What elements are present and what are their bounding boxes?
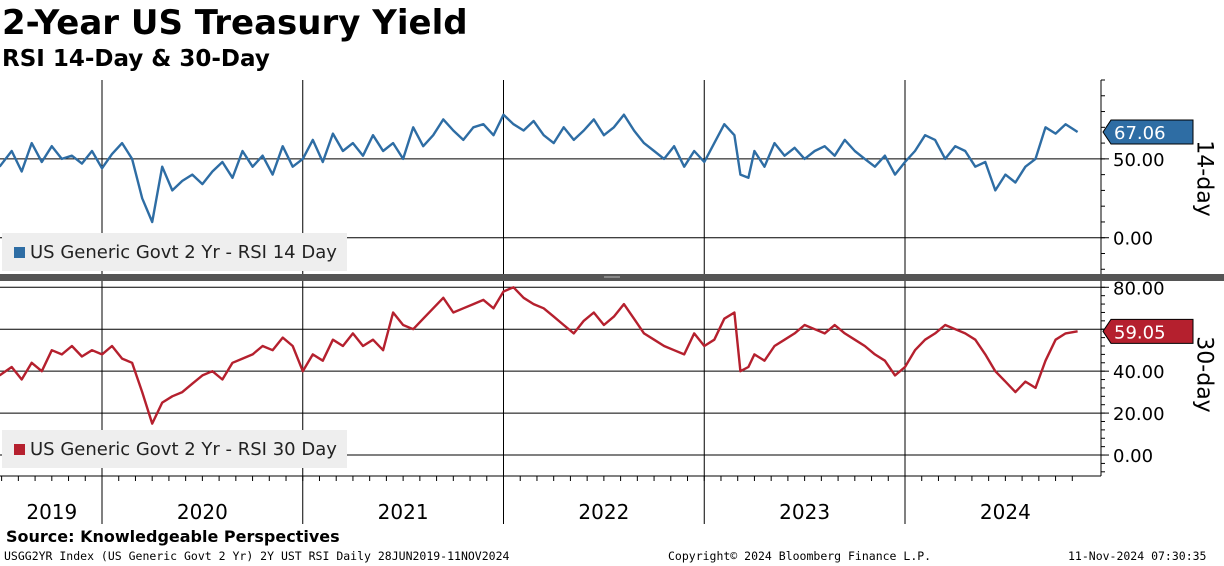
x-tick-label-2023: 2023 bbox=[779, 500, 830, 524]
y-tick-label-1-4: 80.00 bbox=[1113, 278, 1165, 299]
x-tick-label-2020: 2020 bbox=[177, 500, 228, 524]
last-value-label-1: 59.05 bbox=[1114, 322, 1166, 343]
series-line-rsi-30 bbox=[0, 286, 1078, 425]
y-tick-label-1-1: 20.00 bbox=[1113, 404, 1165, 425]
footer-timestamp: 11-Nov-2024 07:30:35 bbox=[1068, 549, 1207, 563]
chart-title: 2-Year US Treasury Yield bbox=[2, 3, 468, 43]
footer-index-info: USGG2YR Index (US Generic Govt 2 Yr) 2Y … bbox=[4, 549, 510, 563]
legend-rsi-30: US Generic Govt 2 Yr - RSI 30 Day bbox=[2, 430, 347, 468]
legend-swatch-rsi-30 bbox=[14, 443, 25, 455]
panel-label-30-day: 30-day bbox=[1191, 336, 1217, 413]
y-tick-label-1-0: 0.00 bbox=[1113, 446, 1153, 467]
legend-label-rsi-14: US Generic Govt 2 Yr - RSI 14 Day bbox=[30, 241, 337, 263]
chart-subtitle: RSI 14-Day & 30-Day bbox=[2, 46, 270, 72]
legend-label-rsi-30: US Generic Govt 2 Yr - RSI 30 Day bbox=[30, 438, 337, 460]
x-tick-label-2021: 2021 bbox=[378, 500, 429, 524]
x-tick-label-2024: 2024 bbox=[980, 500, 1031, 524]
last-value-tag-1 bbox=[1102, 318, 1194, 344]
last-value-tag-0 bbox=[1102, 119, 1194, 145]
y-tick-label-0-0: 0.00 bbox=[1113, 229, 1153, 250]
legend-swatch-rsi-14 bbox=[14, 246, 25, 258]
panel-label-14-day: 14-day bbox=[1191, 140, 1217, 217]
source-label: Source: Knowledgeable Perspectives bbox=[6, 527, 340, 546]
legend-rsi-14: US Generic Govt 2 Yr - RSI 14 Day bbox=[2, 233, 347, 271]
last-value-label-0: 67.06 bbox=[1114, 123, 1166, 144]
x-tick-label-2022: 2022 bbox=[578, 500, 629, 524]
y-tick-label-1-2: 40.00 bbox=[1113, 362, 1165, 383]
x-tick-label-2019: 2019 bbox=[26, 500, 77, 524]
series-line-rsi-14 bbox=[0, 113, 1079, 224]
y-tick-label-0-1: 50.00 bbox=[1113, 150, 1165, 171]
footer-copyright: Copyright© 2024 Bloomberg Finance L.P. bbox=[668, 549, 932, 563]
